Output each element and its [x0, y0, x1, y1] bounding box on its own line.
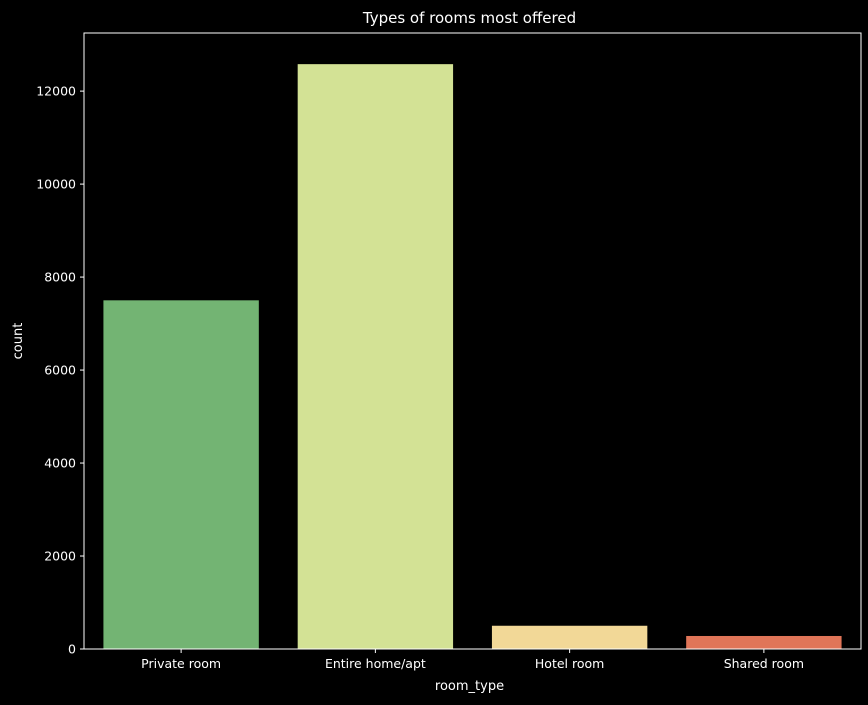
x-axis-label: room_type	[435, 679, 504, 694]
y-tick-label: 0	[68, 642, 76, 657]
y-axis-label: count	[11, 323, 26, 360]
y-tick-label: 10000	[36, 177, 76, 192]
y-tick-label: 12000	[36, 84, 76, 99]
bar-private-room	[103, 300, 259, 649]
y-tick-label: 8000	[44, 270, 76, 285]
x-axis: Private room Entire home/apt Hotel room Sha…	[141, 649, 804, 671]
bar-hotel-room	[491, 625, 648, 649]
x-tick-label: Hotel room	[535, 656, 604, 671]
x-tick-label: Private room	[141, 656, 221, 671]
bar-shared-room	[686, 635, 842, 649]
y-axis: 0 2000 4000 6000 8000 10000 12000	[36, 84, 84, 657]
y-tick-label: 4000	[44, 456, 76, 471]
chart-title: Types of rooms most offered	[362, 9, 576, 27]
y-tick-label: 2000	[44, 549, 76, 564]
plot-frame	[83, 32, 862, 650]
x-tick-label: Shared room	[724, 656, 804, 671]
bar-entire-home-apt	[297, 64, 454, 649]
x-tick-label: Entire home/apt	[325, 656, 426, 671]
y-tick-label: 6000	[44, 363, 76, 378]
bars-layer	[103, 64, 842, 649]
